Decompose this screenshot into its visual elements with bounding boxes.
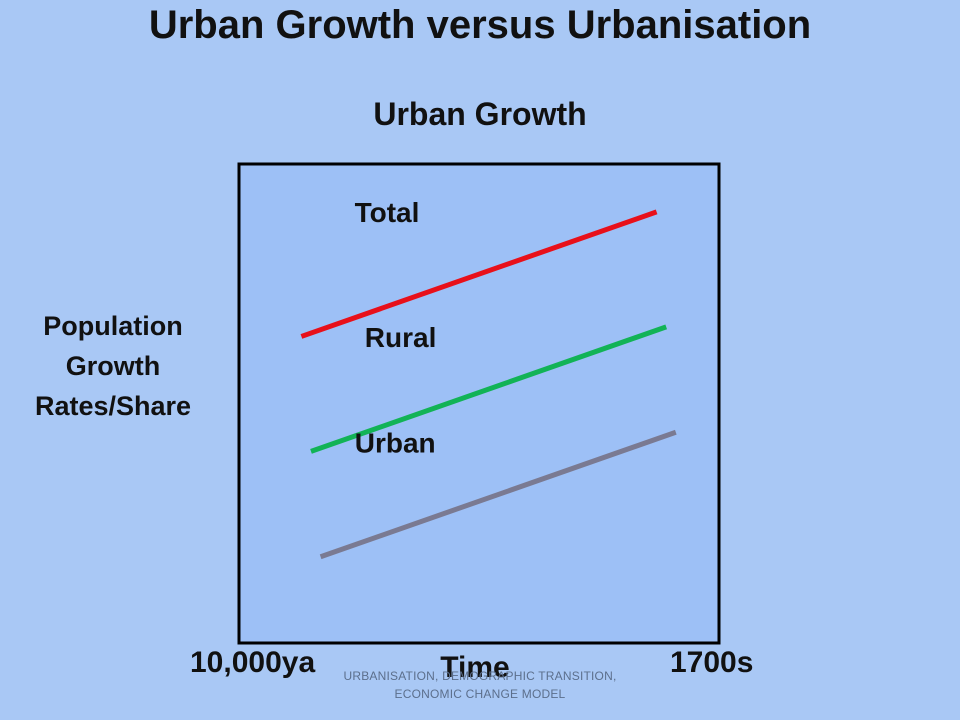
x-axis-label: Time <box>440 651 510 684</box>
x-tick-label-end: 1700s <box>670 646 754 679</box>
y-axis-label: Population Growth Rates/Share <box>34 311 192 421</box>
series-layer: Total Rural Urban <box>300 197 677 560</box>
plot-area <box>237 162 721 645</box>
series-line-rural <box>310 324 668 454</box>
series-line-total <box>300 209 658 339</box>
series-line-urban <box>319 429 677 560</box>
series-label-urban: Urban <box>355 428 436 459</box>
series-label-total: Total <box>355 197 420 228</box>
footer-caption: URBANISATION, DEMOGRAPHIC TRANSITION, EC… <box>343 669 617 701</box>
series-label-rural: Rural <box>365 322 437 353</box>
chart-title: Urban Growth <box>373 96 587 132</box>
x-tick-label-start: 10,000ya <box>190 646 316 679</box>
page-title: Urban Growth versus Urbanisation <box>148 3 812 47</box>
